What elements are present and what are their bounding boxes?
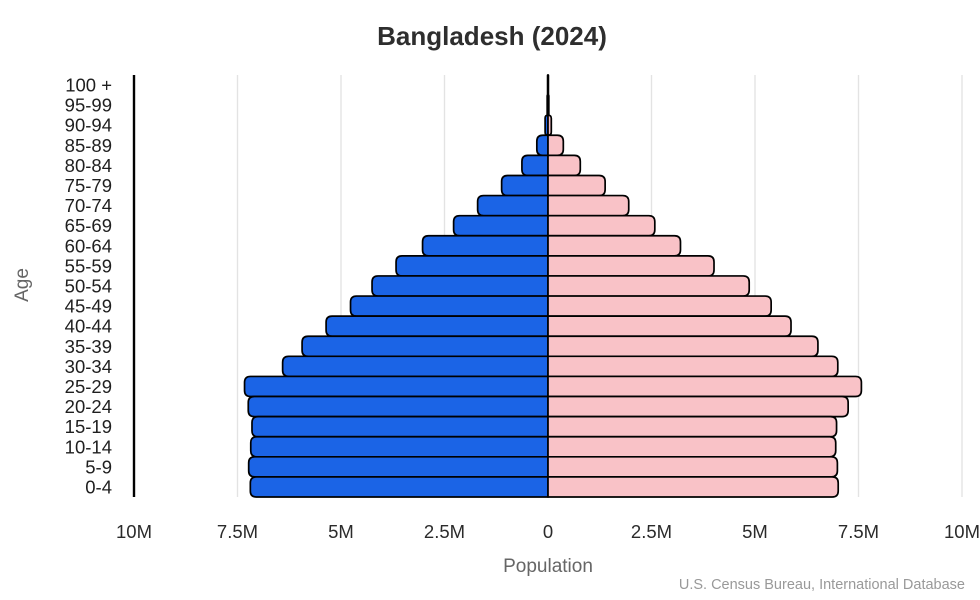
- population-tick-label: 5M: [328, 521, 354, 542]
- bar-female-65-69: [547, 214, 656, 237]
- bar-male-0-4: [249, 476, 549, 498]
- bar-female-45-49: [547, 295, 772, 317]
- bar-female-85-89: [547, 134, 565, 157]
- bar-female-80-84: [547, 154, 582, 177]
- age-tick-label: 50-54: [65, 276, 112, 297]
- age-tick-label: 15-19: [65, 416, 112, 437]
- age-tick-label: 5-9: [85, 456, 112, 477]
- population-tick-label: 2.5M: [424, 521, 465, 542]
- bar-female-70-74: [547, 194, 630, 217]
- bar-male-85-89: [535, 134, 549, 157]
- chart-title: Bangladesh (2024): [377, 21, 607, 51]
- age-tick-label: 70-74: [65, 195, 112, 216]
- population-tick-label: 2.5M: [631, 521, 672, 542]
- bar-female-50-54: [547, 275, 751, 297]
- bar-female-30-34: [547, 355, 839, 378]
- bar-male-10-14: [249, 435, 549, 458]
- age-tick-label: 35-39: [65, 336, 112, 357]
- age-tick-label: 100 +: [65, 75, 112, 96]
- population-tick-label: 7.5M: [217, 521, 258, 542]
- bar-female-60-64: [547, 234, 682, 257]
- age-tick-label: 80-84: [65, 155, 112, 176]
- population-tick-label: 5M: [742, 521, 768, 542]
- bar-female-90-94: [547, 114, 553, 137]
- age-tick-label: 30-34: [65, 356, 112, 377]
- bar-male-35-39: [301, 335, 549, 358]
- age-tick-label: 45-49: [65, 296, 112, 317]
- age-tick-label: 90-94: [65, 115, 112, 136]
- bar-female-35-39: [547, 335, 819, 358]
- bar-male-55-59: [395, 255, 549, 277]
- population-tick-label: 7.5M: [838, 521, 879, 542]
- bar-female-15-19: [547, 415, 838, 438]
- bar-male-20-24: [247, 395, 549, 418]
- population-tick-label: 10M: [944, 521, 980, 542]
- age-tick-label: 55-59: [65, 255, 112, 276]
- age-tick-label: 65-69: [65, 215, 112, 236]
- x-axis-title: Population: [503, 556, 593, 577]
- bar-female-20-24: [547, 395, 849, 418]
- y-axis-title: Age: [12, 268, 33, 302]
- bar-male-30-34: [281, 355, 549, 378]
- bar-male-15-19: [251, 415, 549, 438]
- bar-female-55-59: [547, 255, 715, 277]
- bar-female-5-9: [547, 455, 839, 478]
- population-tick-label: 0: [543, 521, 553, 542]
- age-tick-label: 85-89: [65, 135, 112, 156]
- bar-male-40-44: [325, 315, 549, 338]
- bar-male-5-9: [247, 455, 549, 478]
- bar-male-80-84: [521, 154, 549, 177]
- pyramid-bars: [243, 74, 863, 498]
- source-note: U.S. Census Bureau, International Databa…: [679, 577, 965, 593]
- age-tick-label: 60-64: [65, 235, 112, 256]
- bar-female-75-79: [547, 174, 606, 197]
- bar-female-0-4: [547, 476, 840, 498]
- age-tick-label: 40-44: [65, 316, 112, 337]
- bar-female-95-99: [547, 94, 550, 117]
- bar-male-50-54: [371, 275, 549, 297]
- bar-male-70-74: [476, 194, 549, 217]
- bar-male-60-64: [421, 234, 549, 257]
- age-axis-labels: 100 +95-9990-9485-8980-8475-7970-7465-69…: [65, 75, 112, 498]
- bar-male-45-49: [349, 295, 549, 317]
- population-axis-labels: 10M 7.5M 5M 2.5M 0 2.5M 5M 7.5M 10M: [116, 521, 980, 542]
- bar-female-40-44: [547, 315, 792, 338]
- age-tick-label: 25-29: [65, 376, 112, 397]
- bar-female-10-14: [547, 435, 837, 458]
- bar-female-25-29: [547, 375, 863, 398]
- age-tick-label: 75-79: [65, 175, 112, 196]
- bar-male-25-29: [243, 375, 549, 398]
- bar-male-75-79: [500, 174, 549, 197]
- age-tick-label: 0-4: [85, 476, 112, 497]
- age-tick-label: 20-24: [65, 396, 112, 417]
- age-tick-label: 95-99: [65, 95, 112, 116]
- bar-male-65-69: [452, 214, 549, 237]
- population-tick-label: 10M: [116, 521, 152, 542]
- age-tick-label: 10-14: [65, 436, 112, 457]
